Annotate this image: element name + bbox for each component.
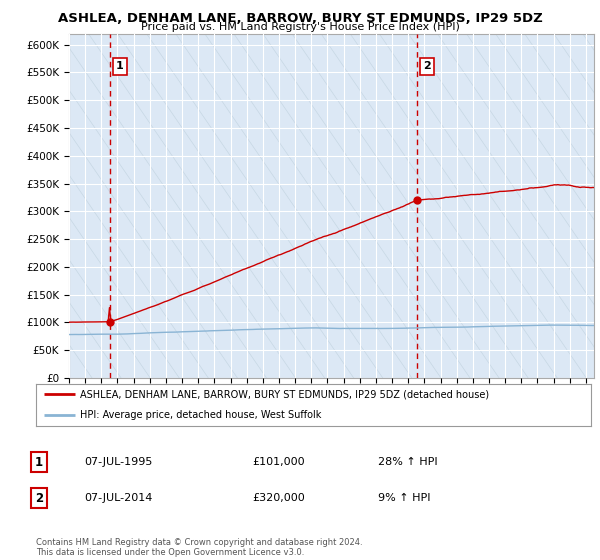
Text: 1: 1: [116, 61, 124, 71]
Text: 28% ↑ HPI: 28% ↑ HPI: [378, 457, 437, 467]
Text: ASHLEA, DENHAM LANE, BARROW, BURY ST EDMUNDS, IP29 5DZ: ASHLEA, DENHAM LANE, BARROW, BURY ST EDM…: [58, 12, 542, 25]
Text: Contains HM Land Registry data © Crown copyright and database right 2024.
This d: Contains HM Land Registry data © Crown c…: [36, 538, 362, 557]
Text: 1: 1: [35, 455, 43, 469]
Text: 07-JUL-2014: 07-JUL-2014: [84, 493, 152, 503]
Text: Price paid vs. HM Land Registry's House Price Index (HPI): Price paid vs. HM Land Registry's House …: [140, 22, 460, 32]
Text: £101,000: £101,000: [252, 457, 305, 467]
Text: HPI: Average price, detached house, West Suffolk: HPI: Average price, detached house, West…: [80, 410, 322, 420]
Text: 9% ↑ HPI: 9% ↑ HPI: [378, 493, 431, 503]
Text: 07-JUL-1995: 07-JUL-1995: [84, 457, 152, 467]
Text: £320,000: £320,000: [252, 493, 305, 503]
Text: 2: 2: [35, 492, 43, 505]
Text: 2: 2: [423, 61, 431, 71]
Text: ASHLEA, DENHAM LANE, BARROW, BURY ST EDMUNDS, IP29 5DZ (detached house): ASHLEA, DENHAM LANE, BARROW, BURY ST EDM…: [80, 389, 490, 399]
